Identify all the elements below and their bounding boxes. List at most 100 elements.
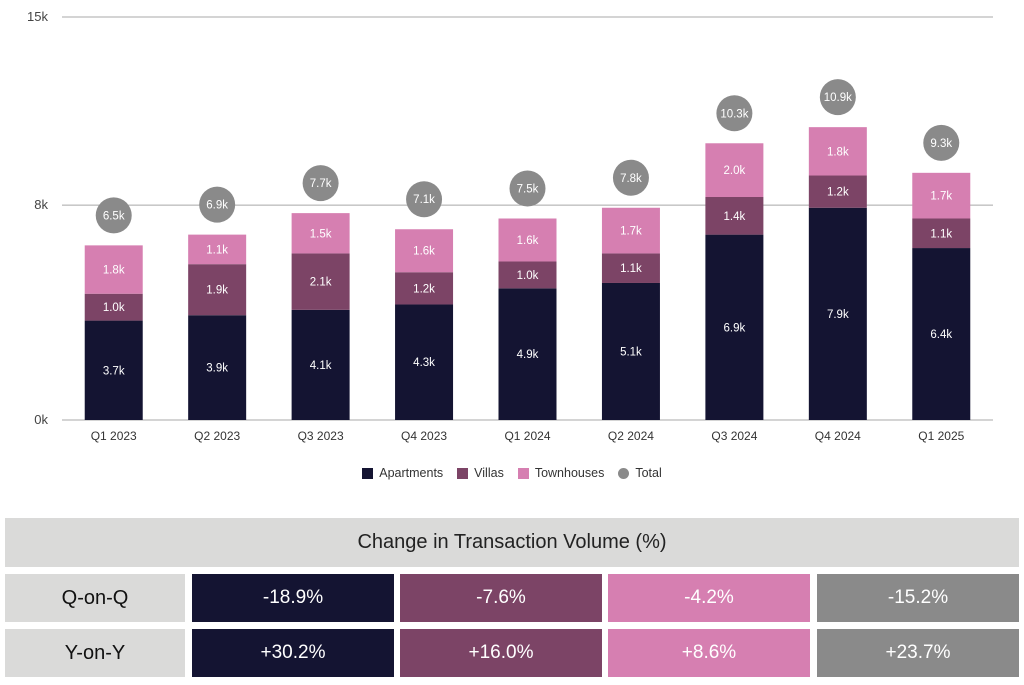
x-tick-label: Q1 2025 [918,429,964,443]
x-tick-label: Q1 2024 [504,429,550,443]
bar-segment-apartments [808,207,867,420]
total-label: 9.3k [930,138,952,150]
data-label-apartments: 7.9k [827,309,849,321]
data-label-townhouses: 1.6k [517,235,539,247]
bar-segment-townhouses [395,229,454,273]
total-bubble [612,159,649,196]
data-label-apartments: 6.4k [930,329,952,341]
data-label-townhouses: 1.7k [620,226,642,238]
data-label-villas: 1.2k [827,187,849,199]
cell-yoy-total: +23.7% [817,629,1019,677]
cell-qoq-townhouses: -4.2% [608,574,810,622]
cell-qoq-total: -15.2% [817,574,1019,622]
total-bubble [199,186,236,223]
bar-segment-villas [601,253,660,283]
legend-item-total: Total [618,466,662,480]
data-label-townhouses: 1.8k [103,265,125,277]
data-label-townhouses: 1.8k [827,146,849,158]
table-row-qoq: Q-on-Q -18.9% -7.6% -4.2% -15.2% [0,574,1024,622]
table-row-yoy: Y-on-Y +30.2% +16.0% +8.6% +23.7% [0,629,1024,677]
total-label: 7.8k [620,173,642,185]
data-label-villas: 1.4k [724,211,746,223]
cell-yoy-villas: +16.0% [400,629,602,677]
bar-segment-villas [808,175,867,208]
row-label-yoy: Y-on-Y [5,629,185,677]
bar-segment-villas [84,293,143,321]
bar-segment-townhouses [188,234,247,265]
bar-segment-villas [291,253,350,310]
data-label-apartments: 6.9k [724,322,746,334]
data-label-townhouses: 1.7k [930,191,952,203]
data-label-villas: 1.9k [206,285,228,297]
legend-swatch-villas [457,467,469,479]
legend-label-apartments: Apartments [379,466,444,480]
legend-swatch-total [618,467,630,479]
total-label: 7.7k [310,178,332,190]
bar-segment-townhouses [84,245,143,294]
data-label-villas: 1.0k [517,270,539,282]
bar-segment-villas [188,264,247,316]
data-label-apartments: 4.1k [310,360,332,372]
bar-segment-apartments [291,309,350,420]
data-label-villas: 1.2k [413,283,435,295]
legend-item-apartments: Apartments [362,466,443,480]
data-label-villas: 1.1k [620,263,642,275]
chart-legend: Apartments Villas Townhouses Total [0,462,1024,484]
data-label-townhouses: 1.6k [413,246,435,258]
data-label-villas: 2.1k [310,277,332,289]
y-tick-label: 8k [34,197,48,212]
bar-segment-apartments [912,248,971,420]
total-label: 6.5k [103,210,125,222]
bar-segment-villas [498,261,557,289]
data-label-apartments: 3.9k [206,363,228,375]
legend-label-townhouses: Townhouses [534,466,605,480]
total-bubble [923,124,960,161]
bar-segment-apartments [395,304,454,420]
bar-segment-villas [705,197,764,235]
total-bubble [716,95,753,132]
legend-item-townhouses: Townhouses [517,466,605,480]
y-tick-label: 15k [27,9,48,24]
cell-qoq-apartments: -18.9% [192,574,394,622]
total-bubble [819,79,856,116]
bar-segment-townhouses [601,207,660,254]
data-label-townhouses: 1.5k [310,228,332,240]
bar-segment-townhouses [808,127,867,176]
legend-item-villas: Villas [457,466,504,480]
bar-segment-apartments [498,288,557,420]
data-label-villas: 1.0k [103,302,125,314]
bar-segment-townhouses [498,218,557,262]
data-label-townhouses: 2.0k [724,165,746,177]
x-tick-label: Q3 2023 [298,429,344,443]
total-bubble [509,170,546,207]
bar-segment-villas [912,218,971,249]
bar-segment-townhouses [705,143,764,198]
bar-segment-apartments [705,234,764,420]
x-tick-label: Q2 2024 [608,429,654,443]
data-label-villas: 1.1k [930,228,952,240]
bar-segment-apartments [601,282,660,420]
legend-swatch-apartments [362,467,374,479]
x-tick-label: Q3 2024 [711,429,757,443]
bar-segment-townhouses [291,213,350,254]
legend-label-total: Total [635,466,662,480]
total-label: 10.3k [720,108,748,120]
y-tick-label: 0k [34,412,48,427]
data-label-apartments: 4.3k [413,357,435,369]
x-tick-label: Q1 2023 [91,429,137,443]
cell-yoy-townhouses: +8.6% [608,629,810,677]
cell-qoq-villas: -7.6% [400,574,602,622]
bar-segment-apartments [188,315,247,420]
data-label-townhouses: 1.1k [206,244,228,256]
bar-segment-villas [395,272,454,305]
legend-swatch-townhouses [517,467,529,479]
row-label-qoq: Q-on-Q [5,574,185,622]
table-title: Change in Transaction Volume (%) [5,518,1019,567]
total-label: 10.9k [824,92,852,104]
x-tick-label: Q4 2024 [815,429,861,443]
data-label-apartments: 5.1k [620,346,642,358]
data-label-apartments: 4.9k [517,349,539,361]
total-label: 6.9k [206,200,228,212]
total-bubble [302,165,339,202]
total-label: 7.1k [413,194,435,206]
